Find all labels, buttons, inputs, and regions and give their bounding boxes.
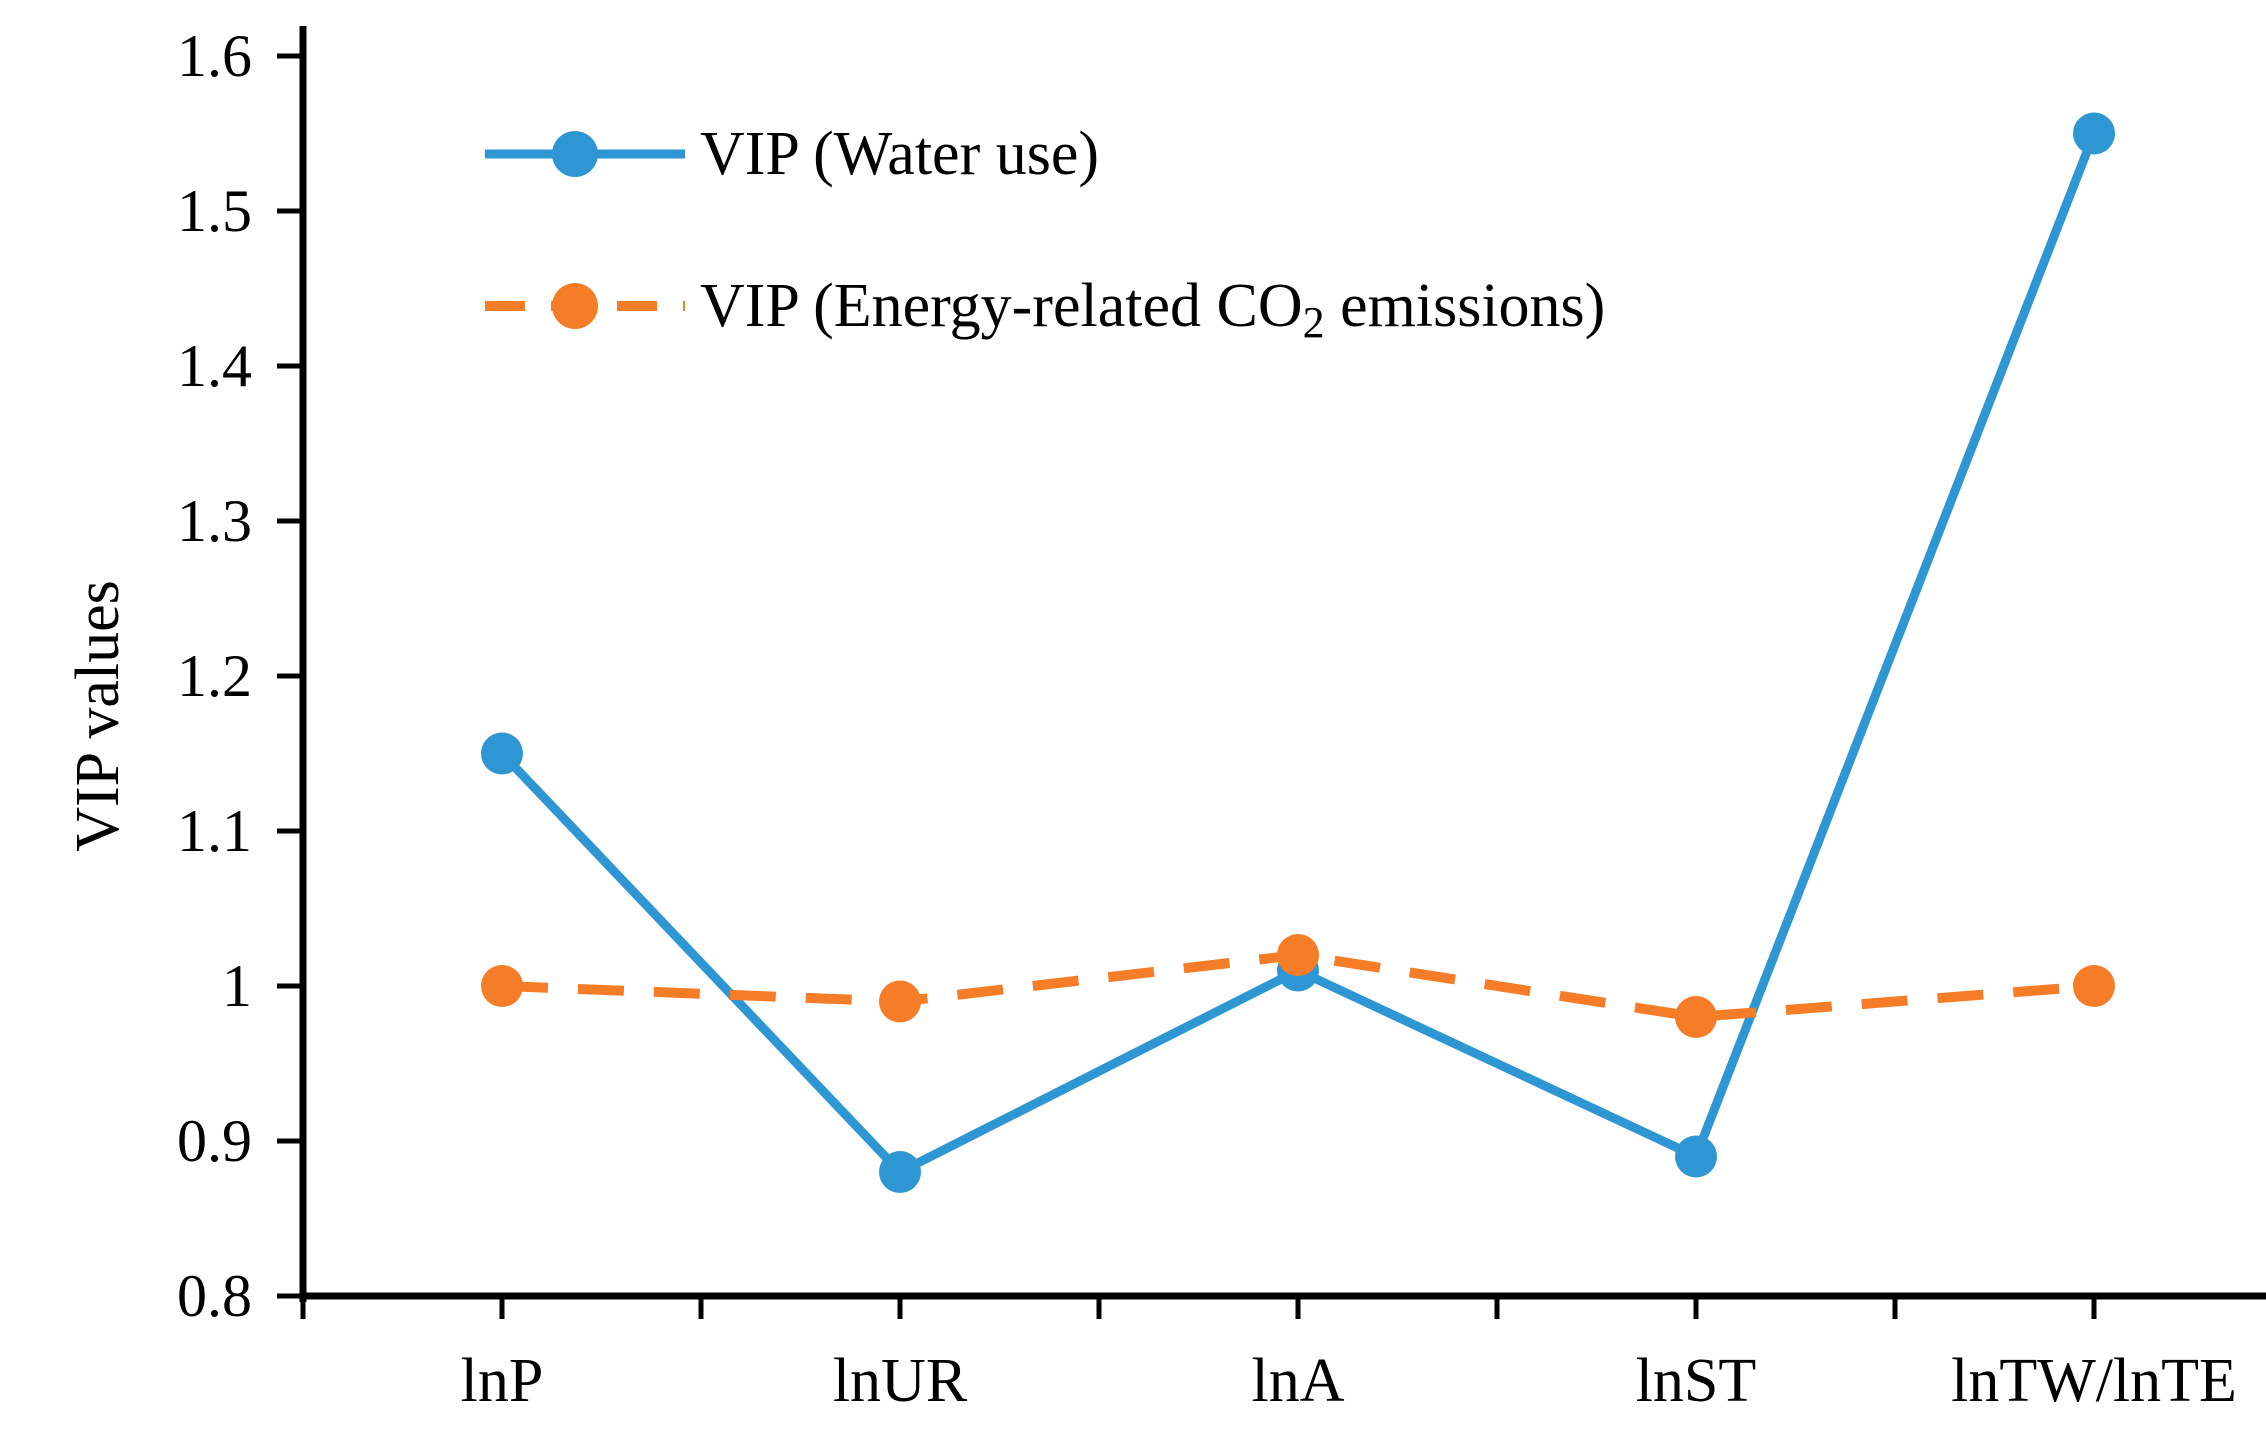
legend-entry-water-use: VIP (Water use) — [485, 120, 1099, 188]
x-category-label: lnST — [1636, 1347, 1757, 1415]
y-tick-label: 0.8 — [177, 1263, 252, 1329]
y-tick-label: 1.2 — [177, 643, 252, 709]
plot-area: 0.8 0.9 1 1.1 1.2 1.3 1.4 1.5 1.6 lnP lnUR lnA lnST l… — [64, 23, 2266, 1415]
data-point-energy-co2-lnUR — [879, 980, 921, 1023]
data-point-water-use-lnP — [481, 732, 523, 775]
y-tick-label: 1 — [222, 953, 252, 1019]
data-point-water-use-lnUR — [879, 1151, 921, 1193]
legend-entry-energy-co2: VIP (Energy-related CO2 emissions) — [485, 272, 1605, 347]
legend-marker-water-use — [552, 131, 598, 177]
x-category-label: lnUR — [833, 1347, 968, 1415]
data-point-energy-co2-lnP — [481, 965, 523, 1007]
x-category-label: lnTW/lnTE — [1951, 1347, 2237, 1415]
y-tick-label: 1.4 — [177, 333, 252, 399]
data-point-energy-co2-lnTW/lnTE — [2073, 965, 2115, 1007]
legend-label-text: emissions) — [1325, 272, 1606, 340]
y-tick-label: 0.9 — [177, 1108, 252, 1174]
y-tick-label: 1.6 — [177, 23, 252, 89]
data-point-water-use-lnTW/lnTE — [2073, 112, 2115, 155]
y-tick-label: 1.5 — [177, 178, 252, 244]
x-category-label: lnP — [461, 1347, 544, 1415]
data-point-energy-co2-lnST — [1675, 996, 1717, 1038]
legend-label-energy-co2: VIP (Energy-related CO2 emissions) — [700, 272, 1605, 347]
legend-label-text: VIP (Energy-related CO — [700, 272, 1303, 340]
legend-label-water-use: VIP (Water use) — [700, 120, 1099, 188]
vip-line-chart: 0.8 0.9 1 1.1 1.2 1.3 1.4 1.5 1.6 lnP lnUR lnA lnST l… — [40, 16, 2266, 1446]
y-tick-label: 1.1 — [177, 798, 252, 864]
x-category-label: lnA — [1252, 1347, 1345, 1415]
y-tick-label: 1.3 — [177, 488, 252, 554]
legend-label-subscript: 2 — [1303, 298, 1325, 347]
y-axis-title: VIP values — [64, 580, 132, 852]
legend-marker-energy-co2 — [552, 283, 598, 329]
data-point-energy-co2-lnA — [1277, 934, 1319, 976]
legend: VIP (Water use) VIP (Energy-related CO2 e… — [485, 120, 1605, 347]
data-point-water-use-lnST — [1675, 1135, 1717, 1178]
